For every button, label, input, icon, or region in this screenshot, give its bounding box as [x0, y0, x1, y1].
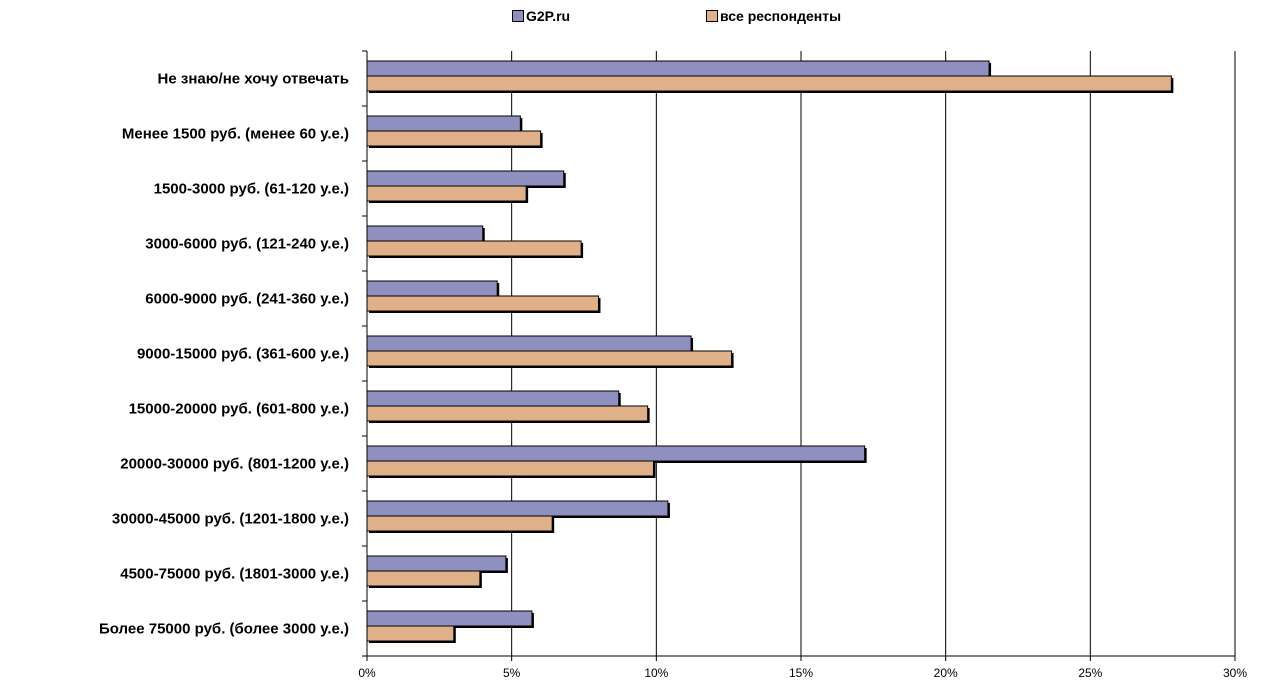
- category-label: Менее 1500 руб. (менее 60 у.е.): [122, 126, 349, 143]
- x-tick-label: 10%: [644, 666, 668, 680]
- x-tick-label: 20%: [934, 666, 958, 680]
- bar-all-respondents: [366, 350, 733, 367]
- bar-g2p: [366, 60, 990, 77]
- bar-g2p: [366, 335, 692, 352]
- bar-all-respondents: [366, 130, 542, 147]
- bar-all-respondents: [366, 460, 654, 477]
- category-label: 30000-45000 руб. (1201-1800 у.е.): [112, 511, 349, 528]
- bar-all-respondents: [366, 185, 527, 202]
- legend-label-all-respondents: все респонденты: [720, 8, 842, 24]
- bar-all-respondents: [366, 515, 553, 532]
- bar-g2p: [366, 610, 533, 627]
- legend: G2P.ru все респонденты: [0, 8, 1263, 28]
- bar-all-respondents: [366, 570, 481, 587]
- bar-all-respondents: [366, 625, 455, 642]
- x-tick-label: 15%: [789, 666, 813, 680]
- bar-all-respondents: [366, 75, 1172, 92]
- legend-swatch-all-respondents: [706, 10, 718, 22]
- bar-g2p: [366, 555, 507, 572]
- category-label: 6000-9000 руб. (241-360 у.е.): [145, 291, 349, 308]
- category-label: 20000-30000 руб. (801-1200 у.е.): [120, 456, 349, 473]
- bar-g2p: [366, 390, 620, 407]
- x-tick-label: 30%: [1223, 666, 1247, 680]
- category-label: Не знаю/не хочу отвечать: [158, 71, 349, 88]
- bar-g2p: [366, 280, 498, 297]
- bar-g2p: [366, 445, 866, 462]
- bar-g2p: [366, 500, 669, 517]
- category-label: 9000-15000 руб. (361-600 у.е.): [137, 346, 349, 363]
- legend-item-all-respondents: все респонденты: [706, 8, 841, 24]
- category-label: 1500-3000 руб. (61-120 у.е.): [154, 181, 349, 198]
- x-tick-label: 25%: [1078, 666, 1102, 680]
- bar-all-respondents: [366, 405, 649, 422]
- category-label: 4500-75000 руб. (1801-3000 у.е.): [120, 566, 349, 583]
- x-tick-label: 0%: [358, 666, 376, 680]
- bar-all-respondents: [366, 240, 582, 257]
- legend-item-g2p: G2P.ru: [512, 8, 570, 24]
- bar-g2p: [366, 225, 484, 242]
- category-label: 15000-20000 руб. (601-800 у.е.): [129, 401, 349, 418]
- category-label: 3000-6000 руб. (121-240 у.е.): [145, 236, 349, 253]
- x-tick-label: 5%: [503, 666, 521, 680]
- bar-g2p: [366, 170, 565, 187]
- legend-label-g2p: G2P.ru: [526, 8, 571, 24]
- bar-all-respondents: [366, 295, 599, 312]
- legend-swatch-g2p: [512, 10, 524, 22]
- category-label: Более 75000 руб. (более 3000 у.е.): [99, 621, 349, 638]
- bar-g2p: [366, 115, 521, 132]
